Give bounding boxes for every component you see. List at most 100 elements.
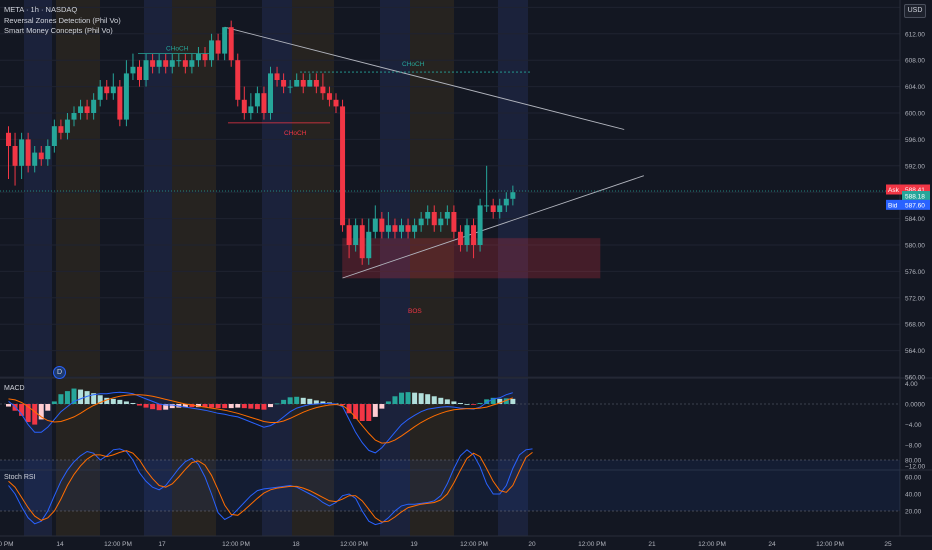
macd-histogram-bar — [254, 404, 260, 410]
candle-body — [137, 66, 142, 80]
candle-body — [261, 93, 267, 113]
macd-histogram-bar — [300, 397, 306, 404]
macd-histogram-bar — [385, 401, 391, 404]
candle-body — [84, 106, 90, 113]
macd-histogram-bar — [294, 396, 300, 404]
candle-body — [399, 225, 404, 232]
indicator-legend-smart-money[interactable]: Smart Money Concepts (Phil Vo) — [4, 26, 113, 35]
price-tick-label: 564.00 — [905, 348, 925, 355]
macd-histogram-bar — [110, 398, 116, 404]
candle-body — [425, 212, 431, 219]
price-tick-label: 576.00 — [905, 269, 925, 276]
stoch-band — [0, 460, 900, 511]
macd-histogram-bar — [150, 404, 156, 410]
candle-body — [6, 132, 11, 146]
macd-histogram-bar — [241, 404, 247, 409]
bid-tag: Bid — [888, 202, 898, 209]
macd-histogram-bar — [379, 404, 385, 409]
macd-histogram-bar — [202, 404, 208, 408]
candle-body — [209, 40, 215, 61]
macd-histogram-bar — [287, 397, 293, 404]
candle-body — [163, 60, 169, 67]
stoch-tick-label: 20.00 — [905, 509, 922, 516]
candle-body — [340, 106, 346, 226]
candle-body — [497, 205, 503, 212]
macd-tick-label: −12.00 — [905, 463, 925, 470]
candle-body — [104, 86, 110, 94]
session-bands — [24, 0, 528, 536]
candle-body — [510, 192, 516, 199]
price-tick-label: 580.00 — [905, 243, 925, 250]
session-band — [262, 0, 292, 536]
candle-body — [431, 212, 437, 226]
macd-histogram-bar — [130, 402, 136, 404]
candle-body — [150, 60, 156, 67]
ask-value: 588.41 — [905, 187, 925, 194]
macd-histogram-bar — [503, 398, 509, 404]
macd-histogram-bar — [71, 388, 77, 404]
stoch-k-line — [8, 448, 533, 526]
currency-button[interactable]: USD — [904, 4, 926, 18]
time-tick-label: 12:00 PM — [222, 541, 250, 548]
candle-body — [117, 86, 123, 120]
time-tick-label: 12:00 PM — [698, 541, 726, 548]
macd-histogram-bar — [64, 391, 70, 404]
candle-body — [392, 225, 398, 232]
candle-body — [228, 27, 234, 61]
macd-histogram-bar — [431, 396, 437, 404]
time-tick-label: 0 PM — [0, 541, 14, 548]
time-tick-label: 19 — [410, 541, 418, 548]
macd-histogram-bar — [451, 401, 457, 404]
candle-body — [195, 53, 201, 61]
candle-body — [471, 225, 477, 245]
macd-histogram-bar — [477, 402, 483, 404]
symbol-legend[interactable]: META · 1h · NASDAQ — [4, 5, 78, 14]
candle-body — [359, 225, 365, 259]
macd-histogram-bar — [464, 404, 470, 405]
stoch-tick-label: 60.00 — [905, 475, 922, 482]
time-tick-label: 12:00 PM — [460, 541, 488, 548]
candle-body — [235, 60, 241, 100]
candle-body — [156, 60, 162, 67]
candle-body — [300, 80, 306, 87]
macd-tick-label: 0.0000 — [905, 402, 925, 409]
macd-histogram-bar — [38, 404, 44, 420]
macd-histogram-bar — [6, 404, 11, 407]
macd-histogram-bar — [399, 392, 404, 404]
time-axis: 0 PM 14 12:00 PM 17 12:00 PM 18 12:00 PM 19 12:0… — [0, 541, 892, 548]
candle-body — [248, 106, 254, 113]
candle-body — [58, 126, 64, 133]
macd-histogram-bar — [169, 404, 175, 409]
price-tick-label: 584.00 — [905, 216, 925, 223]
time-tick-label: 18 — [292, 541, 300, 548]
candle-body — [326, 93, 332, 100]
time-tick-label: 12:00 PM — [816, 541, 844, 548]
price-tick-label: 560.00 — [905, 375, 925, 382]
bos-label: BOS — [408, 308, 422, 315]
indicator-legend-reversal-zones[interactable]: Reversal Zones Detection (Phil Vo) — [4, 16, 121, 25]
time-tick-label: 12:00 PM — [340, 541, 368, 548]
ask-tag: Ask — [888, 187, 900, 194]
macd-histogram-bar — [392, 396, 398, 404]
macd-histogram-bar — [425, 394, 431, 404]
dividend-event-badge[interactable]: D — [53, 366, 66, 379]
macd-histogram-bar — [281, 399, 287, 404]
price-tick-label: 604.00 — [905, 84, 925, 91]
candle-body — [51, 126, 57, 146]
macd-histogram-bar — [104, 397, 110, 404]
ask-tag-bg — [886, 184, 902, 195]
candle-body — [78, 106, 84, 113]
last-value-bg — [902, 191, 930, 202]
macd-pane: 4.00 0.0000 −4.00 −8.00 −12.00 — [0, 381, 925, 470]
price-tick-label: 596.00 — [905, 137, 925, 144]
macd-histogram-bar — [51, 401, 57, 404]
macd-histogram-bar — [490, 397, 496, 404]
candle-body — [274, 73, 280, 80]
macd-histogram-bar — [123, 401, 129, 404]
macd-histogram-bar — [117, 399, 123, 404]
price-axis: 560.00 564.00 568.00 572.00 576.00 580.00 584.… — [886, 5, 930, 382]
session-band — [380, 0, 410, 536]
candle-body — [19, 139, 25, 166]
candle-body — [444, 212, 450, 219]
